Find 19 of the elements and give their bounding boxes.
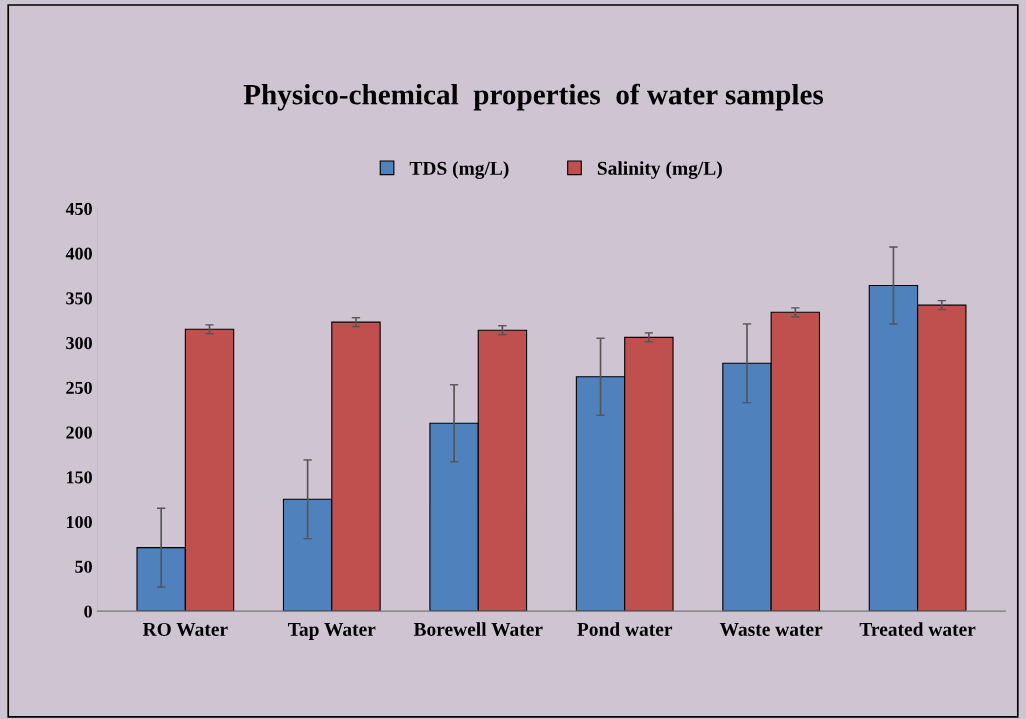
y-tick-label: 350 bbox=[66, 292, 92, 305]
x-tick-label: RO Water bbox=[142, 622, 228, 637]
y-tick-label: 450 bbox=[65, 202, 92, 215]
chart-title: Physico-chemical properties of water samples bbox=[243, 83, 824, 111]
y-tick-label: 300 bbox=[66, 336, 92, 350]
y-tick-label: 0 bbox=[84, 605, 92, 618]
y-tick-label: 50 bbox=[75, 560, 92, 573]
x-tick-label: Borewell Water bbox=[413, 622, 543, 637]
x-tick-label: Waste water bbox=[719, 623, 823, 637]
x-tick-label: Tap Water bbox=[288, 623, 376, 640]
x-tick-label: Treated water bbox=[859, 622, 976, 636]
y-tick-label: 200 bbox=[66, 426, 92, 439]
y-tick-label: 400 bbox=[65, 247, 92, 260]
x-tick-label: Pond water bbox=[577, 622, 673, 636]
legend-label: TDS (mg/L) bbox=[409, 161, 509, 179]
y-tick-label: 250 bbox=[66, 381, 92, 394]
y-tick-label: 150 bbox=[66, 471, 92, 484]
y-tick-label: 100 bbox=[66, 515, 92, 529]
legend-label: Salinity (mg/L) bbox=[597, 161, 722, 179]
